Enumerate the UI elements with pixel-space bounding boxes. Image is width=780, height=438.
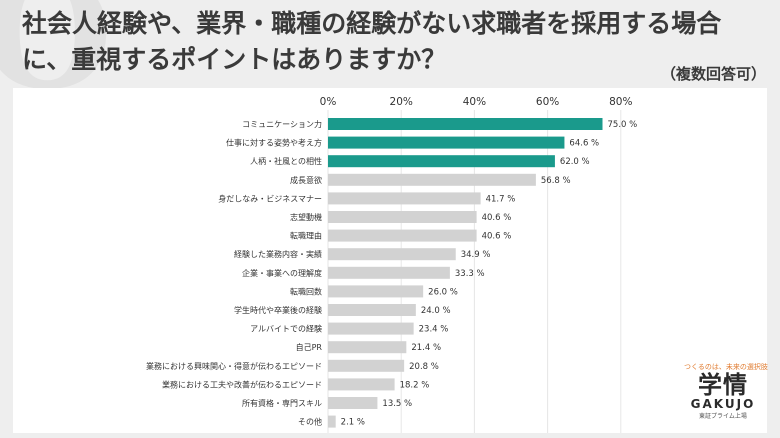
bar — [328, 155, 555, 168]
bar — [328, 415, 336, 428]
bar — [328, 266, 450, 279]
category-label: 経験した業務内容・実績 — [234, 249, 322, 259]
category-label: 仕事に対する姿勢や考え方 — [226, 138, 322, 148]
bar — [328, 192, 481, 205]
category-label: 企業・事業への理解度 — [242, 268, 322, 278]
x-tick-label: 80% — [609, 96, 632, 108]
category-label: 身だしなみ・ビジネスマナー — [218, 193, 322, 203]
category-label: その他 — [298, 417, 322, 427]
brand-name: GAKUJO — [690, 397, 756, 411]
data-label: 33.3 % — [455, 269, 485, 279]
category-label: 転職回数 — [290, 286, 322, 296]
category-label: 転職理由 — [290, 231, 322, 241]
bar — [328, 359, 405, 372]
category-label: コミュニケーション力 — [242, 119, 322, 129]
data-label: 24.0 % — [421, 306, 451, 316]
data-label: 56.8 % — [541, 176, 571, 186]
bar-chart: 0% 20% 40% 60% 80% コミュニケーション力 75.0 % 仕事に対する姿勢や考… — [146, 96, 638, 433]
x-tick-label: 60% — [536, 96, 559, 108]
data-label: 41.7 % — [486, 194, 516, 204]
brand-tagline: つくるのは、未来の選択肢 — [684, 363, 768, 371]
category-label: 成長意欲 — [290, 175, 322, 185]
category-label: 自己PR — [296, 342, 323, 352]
data-label: 64.6 % — [569, 139, 599, 149]
data-label: 23.4 % — [419, 325, 449, 335]
page-title: 社会人経験や、業界・職種の経験がない求職者を採用する場合に、重視するポイントはあ… — [22, 9, 722, 74]
brand-mark: 学情 — [698, 371, 748, 399]
data-label: 21.4 % — [411, 343, 441, 353]
data-label: 13.5 % — [382, 399, 412, 409]
bar — [328, 211, 477, 223]
bar — [328, 173, 536, 186]
category-label: アルバイトでの経験 — [250, 324, 322, 334]
brand-subtext: 東証プライム上場 — [699, 413, 747, 420]
bar — [328, 229, 477, 242]
gakujo-logo: つくるのは、未来の選択肢 学情 GAKUJO 東証プライム上場 — [684, 362, 768, 420]
bar — [328, 248, 456, 261]
data-label: 62.0 % — [560, 157, 590, 167]
data-label: 20.8 % — [409, 362, 439, 372]
bar — [328, 118, 603, 130]
category-label: 人柄・社風との相性 — [250, 156, 322, 166]
bar — [328, 322, 414, 335]
bar — [328, 397, 378, 409]
data-label: 40.6 % — [482, 213, 512, 223]
bar — [328, 341, 407, 354]
data-label: 40.6 % — [482, 232, 512, 242]
bar — [328, 304, 416, 316]
x-tick-label: 40% — [463, 96, 486, 108]
x-tick-label: 0% — [320, 96, 337, 108]
chart-panel: 0% 20% 40% 60% 80% コミュニケーション力 75.0 % 仕事に対する姿勢や考… — [13, 88, 767, 433]
multiple-answer-note: （複数回答可） — [660, 65, 766, 83]
bar — [328, 136, 565, 149]
bar — [328, 378, 395, 391]
category-label: 業務における興味関心・得意が伝わるエピソード — [146, 361, 322, 371]
category-label: 業務における工夫や改善が伝わるエピソード — [162, 379, 322, 389]
data-label: 18.2 % — [400, 380, 430, 390]
data-label: 75.0 % — [608, 120, 638, 130]
data-label: 2.1 % — [341, 418, 365, 428]
category-label: 志望動機 — [290, 212, 322, 222]
category-label: 学生時代や卒業後の経験 — [234, 305, 322, 315]
category-label: 所有資格・専門スキル — [242, 398, 322, 408]
data-label: 34.9 % — [461, 250, 491, 260]
x-tick-label: 20% — [390, 96, 413, 108]
data-label: 26.0 % — [428, 287, 458, 297]
bar — [328, 285, 424, 298]
